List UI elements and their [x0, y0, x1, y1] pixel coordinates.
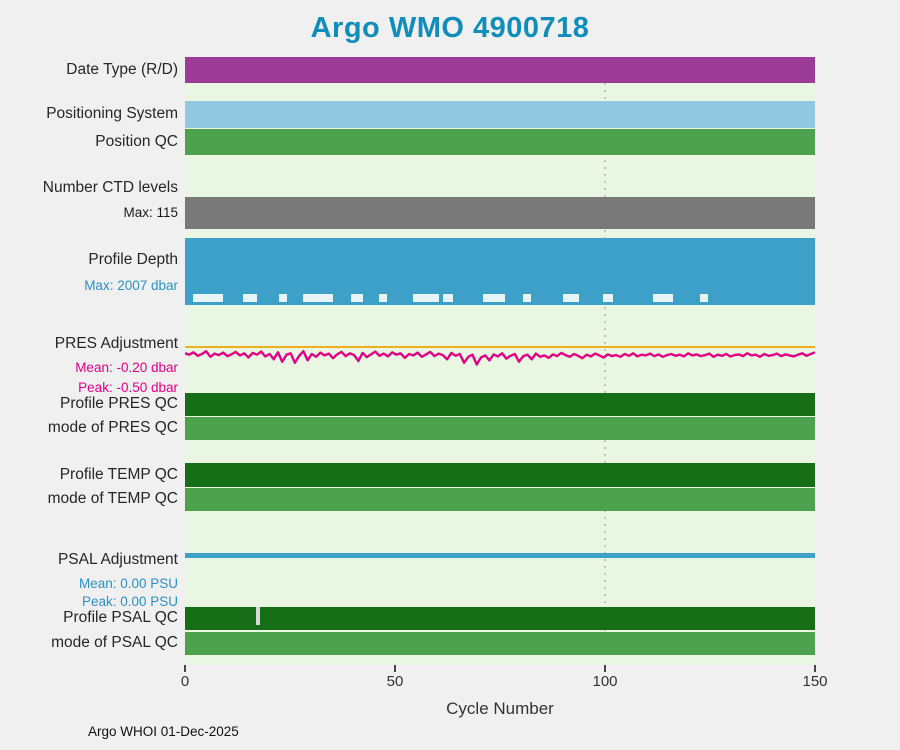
depth-bar-overlay-mark [443, 294, 453, 302]
profile-depth-label: Profile Depth [88, 251, 178, 268]
x-ticklabel-100: 100 [592, 673, 618, 690]
mode-temp-qc-bar [185, 488, 815, 511]
depth-bar-overlay-mark [523, 294, 531, 302]
depth-bar-overlay-mark [653, 294, 673, 302]
psal-adjustment-sublabel-1: Peak: 0.00 PSU [81, 594, 178, 609]
bars-layer [185, 57, 815, 665]
mode-psal-qc-bar [185, 632, 815, 655]
depth-bar-overlay-mark [379, 294, 387, 302]
profile-psal-qc-bar [185, 607, 815, 630]
ctd-levels-sublabel-0: Max: 115 [123, 205, 178, 220]
depth-bar-overlay-mark [243, 294, 257, 302]
psal-adjustment-label: PSAL Adjustment [57, 551, 178, 568]
profile-temp-qc-label: Profile TEMP QC [59, 466, 178, 483]
x-tickmark-150 [814, 665, 816, 672]
line-series-layer [185, 346, 815, 558]
depth-bar-overlay-mark [193, 294, 223, 302]
depth-bar-overlay-mark [483, 294, 505, 302]
profile-depth-sublabel-0: Max: 2007 dbar [84, 278, 178, 293]
pres-adjustment-sublabel-0: Mean: -0.20 dbar [75, 360, 178, 375]
x-ticklabel-150: 150 [802, 673, 828, 690]
ctd-levels-bar [185, 197, 815, 229]
pres-adjustment-label: PRES Adjustment [54, 335, 178, 352]
positioning-system-bar [185, 101, 815, 128]
depth-bar-overlay-mark [351, 294, 363, 302]
row-labels-column: Date Type (R/D) Positioning System Positio… [0, 0, 181, 750]
depth-bar-overlay-mark [413, 294, 439, 302]
pres-adjustment-sublabel-1: Peak: -0.50 dbar [78, 380, 178, 395]
x-ticklabel-0: 0 [180, 673, 190, 690]
profile-pres-qc-label: Profile PRES QC [59, 395, 178, 412]
plot-area [185, 57, 815, 665]
x-axis-title: Cycle Number [446, 699, 554, 718]
depth-bar-overlay-mark [563, 294, 579, 302]
position-qc-label: Position QC [95, 133, 178, 150]
profile-temp-qc-bar [185, 463, 815, 487]
page-title: Argo WMO 4900718 [310, 12, 590, 44]
x-tickmark-100 [604, 665, 606, 672]
ctd-levels-label: Number CTD levels [42, 179, 178, 196]
profile-psal-qc-label: Profile PSAL QC [63, 609, 178, 626]
footer-text: Argo WHOI 01-Dec-2025 [88, 724, 239, 739]
profile-psal-qc-gap-mark [256, 607, 260, 625]
psal-adjustment-sublabel-0: Mean: 0.00 PSU [78, 576, 178, 591]
profile-depth-bar [185, 238, 815, 305]
depth-bar-overlay-mark [603, 294, 613, 302]
x-tickmark-50 [394, 665, 396, 672]
depth-bar-overlay-mark [700, 294, 708, 302]
mode-pres-qc-label: mode of PRES QC [47, 419, 178, 436]
date-type-bar [185, 57, 815, 83]
mode-temp-qc-label: mode of TEMP QC [47, 490, 178, 507]
profile-pres-qc-bar [185, 393, 815, 416]
x-ticklabel-50: 50 [386, 673, 404, 690]
position-qc-bar [185, 129, 815, 155]
mode-psal-qc-label: mode of PSAL QC [51, 634, 178, 651]
pres-adjustment-line [185, 350, 815, 366]
depth-bar-overlay-mark [303, 294, 333, 302]
x-tickmark-0 [184, 665, 186, 672]
positioning-system-label: Positioning System [46, 105, 178, 122]
mode-pres-qc-bar [185, 417, 815, 440]
plot-background [185, 57, 815, 665]
depth-bar-overlay-mark [279, 294, 287, 302]
date-type-label: Date Type (R/D) [66, 61, 178, 78]
reference-line-layer [604, 69, 606, 657]
